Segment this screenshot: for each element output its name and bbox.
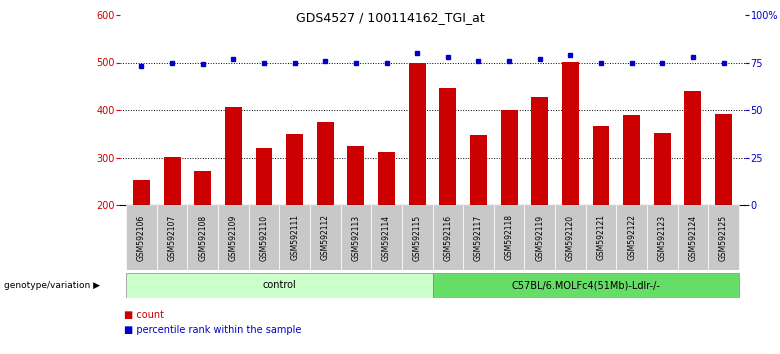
Bar [249, 205, 279, 270]
Text: GDS4527 / 100114162_TGI_at: GDS4527 / 100114162_TGI_at [296, 11, 484, 24]
Text: GSM592108: GSM592108 [198, 215, 207, 261]
Bar [164, 156, 180, 205]
Bar [623, 115, 640, 205]
Text: GSM592107: GSM592107 [168, 215, 176, 261]
Bar [402, 205, 432, 270]
Bar [562, 62, 579, 205]
Bar [586, 205, 616, 270]
Bar [593, 126, 609, 205]
Text: GSM592113: GSM592113 [352, 215, 360, 261]
Bar [708, 205, 739, 270]
Text: GSM592122: GSM592122 [627, 215, 636, 261]
Bar [432, 205, 463, 270]
Text: GSM592114: GSM592114 [382, 215, 391, 261]
Text: GSM592116: GSM592116 [443, 215, 452, 261]
Text: ■ count: ■ count [124, 310, 164, 320]
Bar [256, 148, 272, 205]
Bar [317, 122, 334, 205]
Text: ■ percentile rank within the sample: ■ percentile rank within the sample [124, 325, 301, 335]
Text: GSM592109: GSM592109 [229, 215, 238, 261]
Text: GSM592123: GSM592123 [658, 215, 667, 261]
Bar [463, 205, 494, 270]
Text: GSM592111: GSM592111 [290, 215, 300, 261]
Text: genotype/variation ▶: genotype/variation ▶ [4, 281, 100, 290]
Bar [194, 171, 211, 205]
Text: GSM592117: GSM592117 [474, 215, 483, 261]
Bar [524, 205, 555, 270]
Text: GSM592110: GSM592110 [260, 215, 268, 261]
Bar [225, 107, 242, 205]
Bar [126, 273, 432, 298]
Bar [647, 205, 678, 270]
Bar [616, 205, 647, 270]
Text: C57BL/6.MOLFc4(51Mb)-Ldlr-/-: C57BL/6.MOLFc4(51Mb)-Ldlr-/- [511, 280, 660, 291]
Bar [133, 180, 150, 205]
Bar [555, 205, 586, 270]
Bar [494, 205, 524, 270]
Text: GSM592119: GSM592119 [535, 215, 544, 261]
Bar [654, 133, 671, 205]
Bar [470, 135, 487, 205]
Bar [218, 205, 249, 270]
Bar [347, 145, 364, 205]
Bar [501, 110, 517, 205]
Bar [310, 205, 341, 270]
Bar [678, 205, 708, 270]
Bar [531, 97, 548, 205]
Text: GSM592125: GSM592125 [719, 215, 728, 261]
Text: GSM592121: GSM592121 [597, 215, 605, 261]
Bar [341, 205, 371, 270]
Bar [279, 205, 310, 270]
Bar [126, 205, 157, 270]
Bar [286, 134, 303, 205]
Bar [157, 205, 187, 270]
Text: GSM592124: GSM592124 [689, 215, 697, 261]
Text: control: control [262, 280, 296, 291]
Text: GSM592115: GSM592115 [413, 215, 422, 261]
Text: GSM592112: GSM592112 [321, 215, 330, 261]
Bar [685, 91, 701, 205]
Bar [439, 88, 456, 205]
Text: GSM592106: GSM592106 [137, 215, 146, 261]
Text: GSM592118: GSM592118 [505, 215, 513, 261]
Bar [371, 205, 402, 270]
Bar [187, 205, 218, 270]
Bar [378, 152, 395, 205]
Bar [715, 114, 732, 205]
Bar [432, 273, 739, 298]
Text: GSM592120: GSM592120 [566, 215, 575, 261]
Bar [409, 63, 426, 205]
